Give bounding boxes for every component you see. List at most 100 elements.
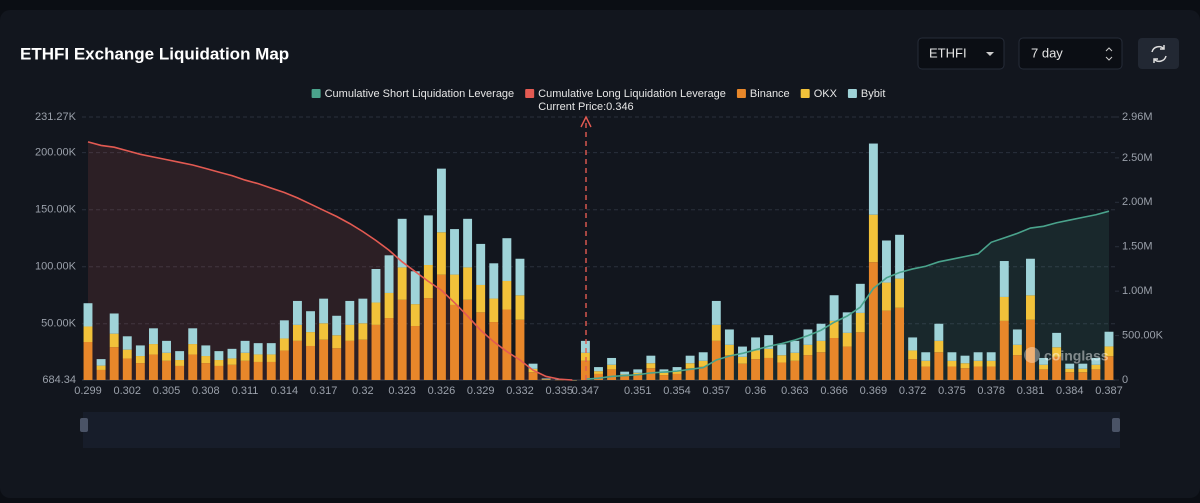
x-tick-label: 0.305: [153, 385, 181, 397]
bar-segment: [607, 365, 616, 370]
period-select[interactable]: 7 day: [1019, 38, 1122, 69]
bar-segment: [280, 351, 289, 380]
legend-swatch: [801, 89, 810, 98]
bar-segment: [424, 298, 433, 380]
bar-segment: [319, 340, 328, 380]
bar-segment: [908, 337, 917, 350]
bar-segment: [1039, 369, 1048, 380]
zoom-slider[interactable]: [83, 412, 1120, 448]
bar-segment: [790, 341, 799, 353]
bar-segment: [764, 358, 773, 380]
bar-segment: [738, 364, 747, 380]
y2-tick-label: 500.00K: [1122, 329, 1164, 341]
page-title: ETHFI Exchange Liquidation Map: [20, 44, 289, 63]
bar-segment: [84, 303, 93, 326]
bar-segment: [424, 215, 433, 265]
bar-segment: [345, 301, 354, 325]
symbol-select[interactable]: ETHFI: [918, 38, 1004, 69]
bar-segment: [882, 311, 891, 380]
select-value[interactable]: ETHFI: [929, 45, 967, 60]
x-tick-label: 0.384: [1056, 385, 1084, 397]
bar-segment: [502, 238, 511, 281]
bar-segment: [947, 352, 956, 361]
bar-segment: [254, 354, 263, 362]
bar-segment: [1091, 365, 1100, 370]
bar-segment: [385, 293, 394, 318]
bar-segment: [188, 328, 197, 344]
bar-segment: [398, 300, 407, 380]
bar-segment: [817, 352, 826, 380]
bar-segment: [869, 144, 878, 215]
bar-segment: [516, 320, 525, 380]
bar-segment: [961, 363, 970, 368]
bar-segment: [489, 263, 498, 298]
bar-segment: [594, 367, 603, 371]
bar-segment: [659, 375, 668, 380]
x-tick-label: 0.314: [271, 385, 299, 397]
select-value[interactable]: 7 day: [1031, 45, 1063, 60]
bar-segment: [777, 355, 786, 362]
bar-segment: [817, 341, 826, 352]
bar-segment: [974, 352, 983, 361]
bar-segment: [241, 353, 250, 361]
bar-segment: [921, 352, 930, 361]
bar-segment: [149, 355, 158, 380]
bar-segment: [620, 376, 629, 380]
bar-segment: [110, 313, 119, 333]
bar-segment: [1052, 333, 1061, 347]
button-box[interactable]: [1138, 38, 1179, 69]
bar-segment: [97, 370, 106, 380]
bar-segment: [1078, 372, 1087, 380]
bar-segment: [542, 378, 551, 379]
bar-segment: [489, 299, 498, 322]
bar-segment: [620, 372, 629, 375]
bar-segment: [1065, 372, 1074, 380]
bar-segment: [214, 366, 223, 380]
y-tick-label: 150.00K: [35, 204, 77, 216]
bar-segment: [385, 255, 394, 293]
bar-segment: [319, 323, 328, 339]
y2-tick-label: 2.50M: [1122, 152, 1153, 164]
bar-segment: [241, 361, 250, 380]
bar-segment: [345, 341, 354, 380]
x-tick-label: 0.36: [745, 385, 766, 397]
bar-segment: [777, 363, 786, 380]
x-tick-label: 0.311: [232, 385, 259, 397]
x-tick-label: 0.378: [977, 385, 1005, 397]
bar-segment: [830, 338, 839, 380]
bar-segment: [149, 344, 158, 354]
bar-segment: [332, 348, 341, 380]
bar-segment: [162, 353, 171, 361]
x-tick-label: 0.381: [1017, 385, 1045, 397]
bar-segment: [463, 219, 472, 268]
legend-swatch: [848, 89, 857, 98]
bar-segment: [437, 232, 446, 274]
bar-segment: [921, 367, 930, 380]
bar-segment: [1078, 364, 1087, 369]
bar-segment: [1013, 329, 1022, 344]
refresh-button[interactable]: [1138, 38, 1179, 69]
x-tick-label: 0.32: [352, 385, 373, 397]
y-tick-label: 100.00K: [35, 261, 77, 273]
bar-segment: [280, 338, 289, 350]
bar-segment: [201, 356, 210, 363]
bar-segment: [1091, 369, 1100, 380]
bar-segment: [372, 325, 381, 380]
y2-tick-label: 0: [1122, 374, 1128, 386]
bar-segment: [803, 345, 812, 355]
bar-segment: [673, 374, 682, 380]
bar-segment: [921, 361, 930, 367]
bar-segment: [358, 299, 367, 324]
bar-segment: [947, 367, 956, 380]
bar-segment: [725, 329, 734, 344]
slider-handle[interactable]: [80, 418, 88, 432]
bar-segment: [895, 279, 904, 308]
bar-segment: [502, 281, 511, 310]
bar-segment: [293, 341, 302, 380]
x-tick-label: 0.302: [114, 385, 142, 397]
bar-segment: [961, 356, 970, 364]
watermark-icon: [1024, 347, 1040, 363]
bar-segment: [97, 366, 106, 370]
x-tick-label: 0.351: [624, 385, 652, 397]
slider-handle[interactable]: [1112, 418, 1120, 432]
